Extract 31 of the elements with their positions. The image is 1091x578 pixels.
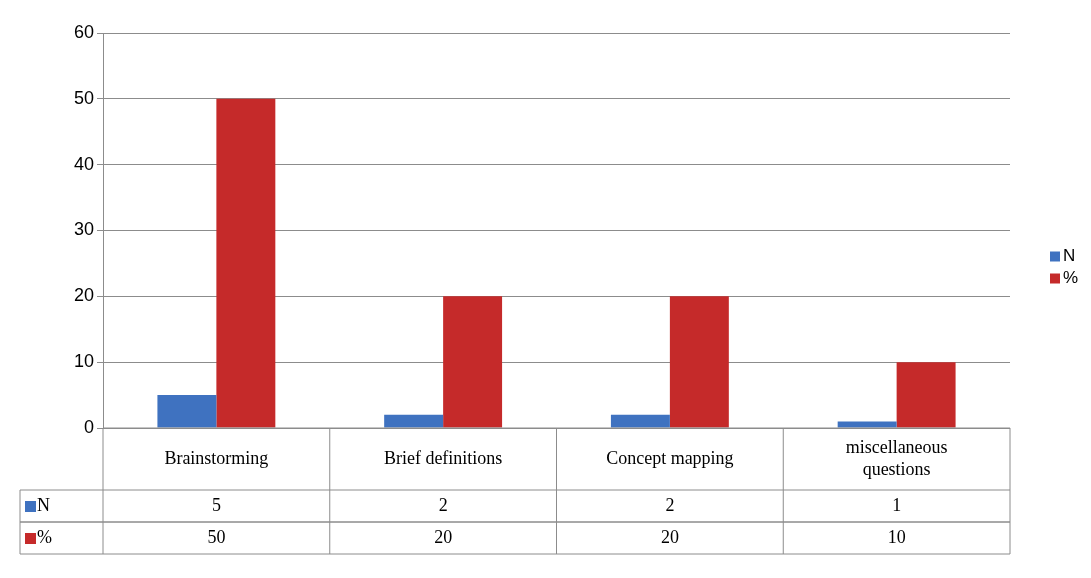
- data-label: 20: [434, 526, 453, 547]
- x-tick-label: miscellaneous questions: [845, 436, 948, 479]
- legend-label: N: [37, 494, 50, 515]
- x-tick-label: Brief definitions: [383, 447, 503, 468]
- data-label: 20: [660, 526, 679, 547]
- bar: [837, 421, 897, 428]
- bar: [384, 414, 444, 428]
- text: N: [1063, 246, 1076, 266]
- data-label: 50: [207, 526, 226, 547]
- bar: [896, 362, 956, 428]
- bar: [216, 98, 276, 428]
- x-tick-label: Brainstorming: [164, 447, 269, 468]
- y-tick-label: 40: [73, 153, 94, 174]
- y-tick-label: 30: [73, 219, 94, 240]
- data-label: 2: [665, 494, 675, 515]
- bar: [610, 414, 670, 428]
- y-tick-label: 50: [73, 87, 94, 108]
- y-tick-label: 0: [83, 416, 94, 437]
- text: %: [37, 526, 52, 547]
- bar: [443, 296, 503, 428]
- x-tick-label: Concept mapping: [606, 447, 734, 468]
- data-label: 1: [892, 494, 902, 515]
- bar: [669, 296, 729, 428]
- data-label: 10: [887, 526, 906, 547]
- y-tick-label: 10: [73, 351, 94, 372]
- legend-label: %: [1063, 268, 1079, 288]
- y-tick-label: 20: [73, 285, 94, 306]
- data-label: 2: [438, 494, 448, 515]
- y-tick-label: 60: [73, 21, 94, 42]
- data-label: 5: [211, 494, 221, 515]
- bar: [157, 395, 217, 428]
